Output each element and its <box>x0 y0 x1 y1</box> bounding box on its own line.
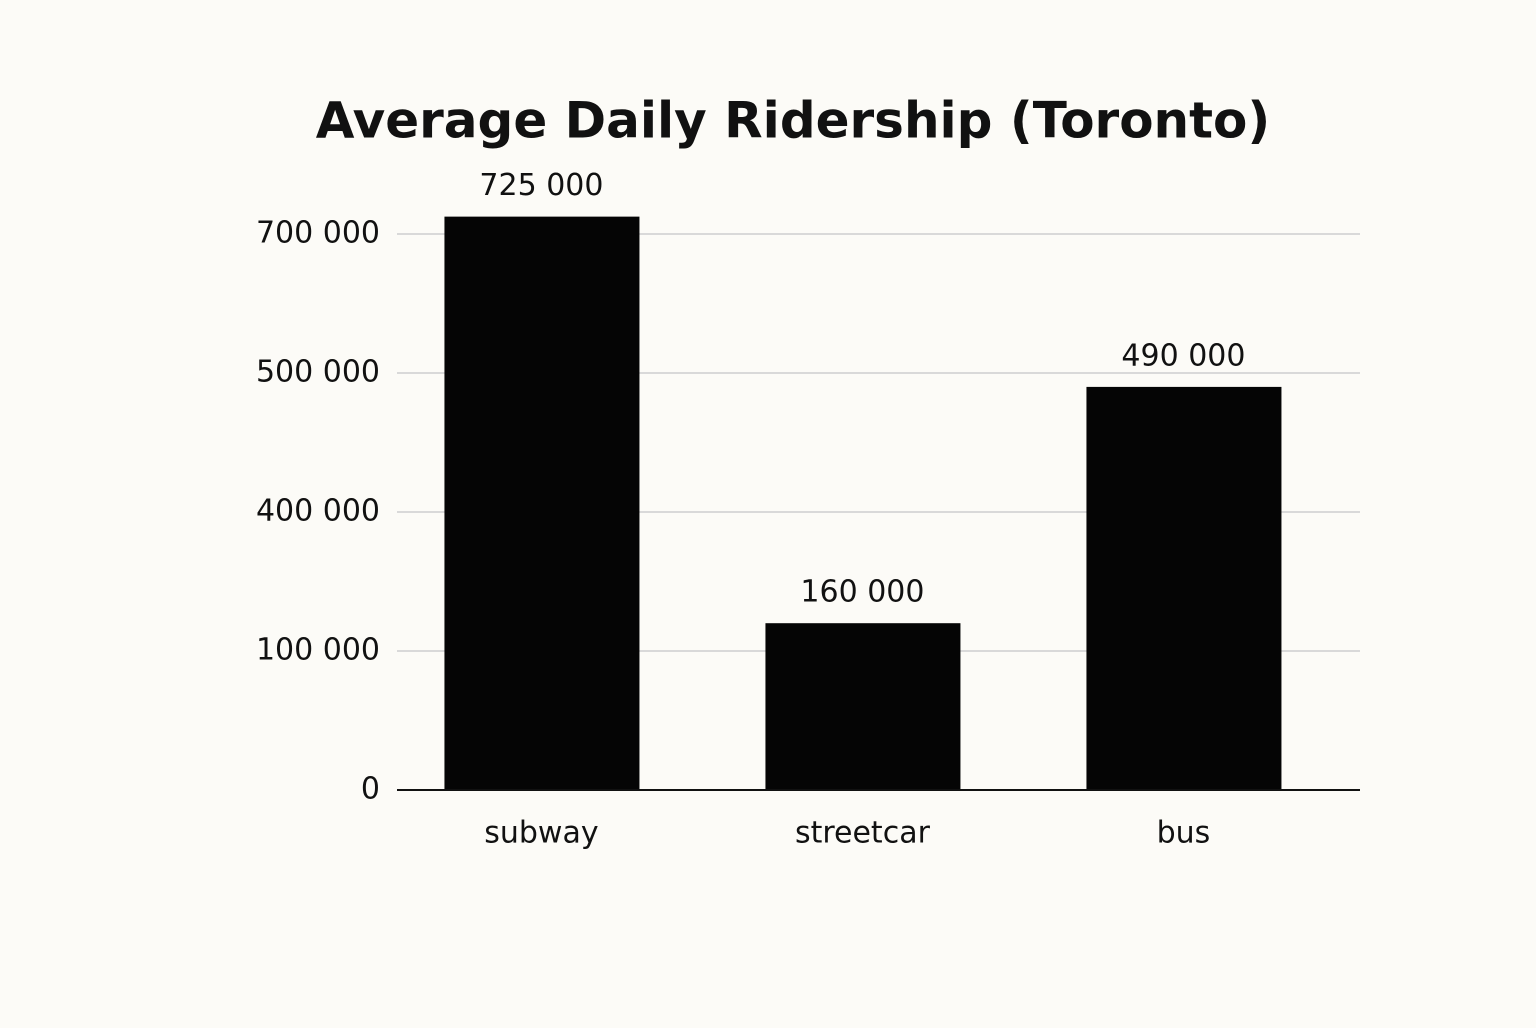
y-tick-label: 500 000 <box>256 355 380 390</box>
chart-title: Average Daily Ridership (Toronto) <box>316 92 1271 150</box>
value-label: 725 000 <box>479 168 603 203</box>
y-tick-label: 100 000 <box>256 633 380 668</box>
bar <box>444 216 640 790</box>
y-tick-label: 700 000 <box>256 216 380 251</box>
y-tick-label: 400 000 <box>256 494 380 529</box>
x-tick-label: subway <box>484 816 598 851</box>
y-tick-label: 0 <box>361 772 380 807</box>
value-label: 490 000 <box>1121 338 1245 373</box>
x-tick-label: streetcar <box>795 816 931 851</box>
x-tick-label: bus <box>1157 816 1211 851</box>
bar <box>765 623 961 790</box>
bar <box>1086 386 1282 790</box>
value-label: 160 000 <box>800 575 924 610</box>
